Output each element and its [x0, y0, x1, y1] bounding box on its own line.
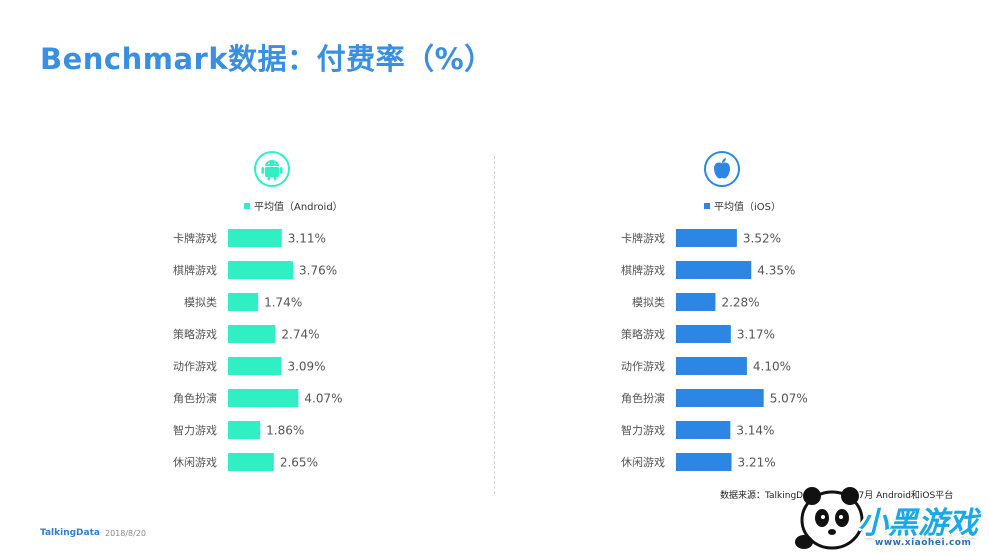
footer-date: 2018/8/20 — [105, 529, 147, 538]
value-label-android: 1.86% — [266, 424, 304, 438]
value-label-ios: 5.07% — [770, 392, 808, 406]
bar-android — [228, 389, 299, 407]
category-label-android: 动作游戏 — [173, 360, 217, 373]
value-label-android: 2.65% — [280, 456, 318, 470]
value-label-ios: 4.10% — [753, 360, 791, 374]
bar-android — [228, 421, 261, 439]
category-label-ios: 策略游戏 — [621, 327, 665, 341]
category-label-android: 模拟类 — [184, 295, 217, 309]
category-label-android: 角色扮演 — [173, 391, 217, 405]
category-label-ios: 棋牌游戏 — [621, 263, 665, 277]
android-icon — [254, 151, 290, 187]
bar-android — [228, 293, 259, 311]
legend-swatch-android — [244, 202, 250, 209]
bar-ios — [676, 325, 731, 343]
value-label-ios: 2.28% — [721, 296, 759, 310]
footer-brand: TalkingData — [40, 528, 100, 538]
value-label-ios: 3.17% — [737, 328, 775, 342]
value-label-android: 4.07% — [304, 392, 342, 406]
page-title: Benchmark数据：付费率（%） — [40, 42, 494, 76]
bar-android — [228, 357, 282, 375]
category-label-android: 休闲游戏 — [173, 455, 217, 469]
panda-watermark-logo — [795, 487, 864, 550]
category-label-ios: 休闲游戏 — [621, 455, 665, 469]
value-label-android: 3.11% — [288, 232, 326, 246]
bar-ios — [676, 421, 731, 439]
value-label-ios: 3.21% — [738, 456, 776, 470]
watermark-url: www.xiaohei.com — [875, 538, 972, 548]
bar-ios — [676, 293, 716, 311]
bar-android — [228, 261, 294, 279]
legend-swatch-ios — [704, 202, 710, 209]
category-label-ios: 角色扮演 — [621, 391, 665, 405]
bar-ios — [676, 229, 737, 247]
bar-ios — [676, 261, 752, 279]
value-label-ios: 3.52% — [743, 232, 781, 246]
legend-label-ios: 平均值（iOS） — [714, 202, 781, 213]
value-label-android: 3.76% — [299, 264, 337, 278]
category-label-android: 卡牌游戏 — [173, 231, 217, 245]
bar-ios — [676, 389, 764, 407]
legend-label-android: 平均值（Android） — [254, 202, 343, 213]
value-label-ios: 4.35% — [757, 264, 795, 278]
bar-android — [228, 325, 276, 343]
legend-android: 平均值（Android） — [244, 198, 343, 213]
value-label-android: 2.74% — [281, 328, 319, 342]
category-label-android: 棋牌游戏 — [173, 263, 217, 277]
category-label-ios: 模拟类 — [632, 295, 665, 309]
panel-divider — [494, 156, 495, 494]
bar-ios — [676, 453, 732, 471]
category-label-ios: 动作游戏 — [621, 360, 665, 373]
watermark-text: 小黑游戏 — [858, 506, 978, 541]
value-label-ios: 3.14% — [736, 424, 774, 438]
category-label-android: 策略游戏 — [173, 327, 217, 341]
category-label-android: 智力游戏 — [173, 423, 217, 437]
value-label-android: 3.09% — [287, 360, 325, 374]
bar-android — [228, 229, 282, 247]
value-label-android: 1.74% — [264, 296, 302, 310]
legend-ios: 平均值（iOS） — [704, 198, 781, 213]
bar-ios — [676, 357, 747, 375]
bar-android — [228, 453, 274, 471]
category-label-ios: 智力游戏 — [621, 423, 665, 437]
apple-icon — [704, 151, 740, 187]
category-label-ios: 卡牌游戏 — [621, 231, 665, 245]
